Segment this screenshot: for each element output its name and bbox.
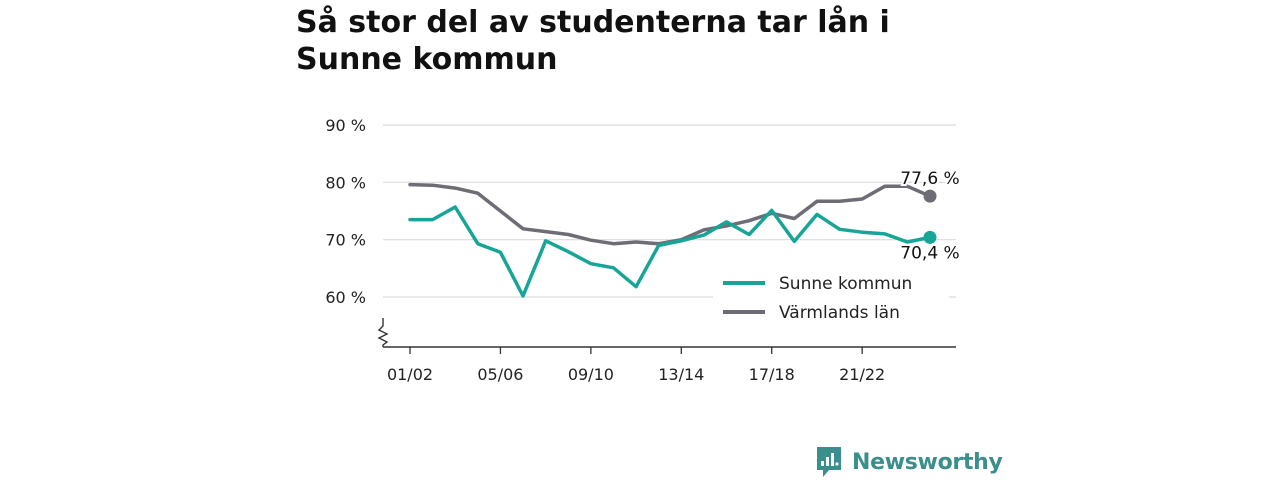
x-axis (377, 318, 956, 348)
legend-label-varmland: Värmlands län (779, 303, 900, 323)
series-lines (408, 182, 937, 298)
x-tick-label: 01/02 (387, 365, 433, 384)
series-line-varmland[interactable] (408, 182, 932, 246)
x-tick-label: 13/14 (658, 365, 704, 384)
end-point-sunne[interactable] (923, 230, 937, 244)
y-tick-label: 60 % (325, 288, 366, 307)
x-tick-label: 09/10 (568, 365, 614, 384)
y-axis-ticks: 90 % 80 % 70 % 60 % (325, 116, 366, 307)
newsworthy-logo[interactable]: Newsworthy (816, 446, 1003, 478)
x-tick-label: 05/06 (477, 365, 523, 384)
legend-background (713, 266, 949, 330)
y-tick-label: 80 % (325, 173, 366, 192)
end-label-varmland: 77,6 % (900, 169, 959, 189)
logo-text: Newsworthy (852, 449, 1003, 475)
series-line-sunne[interactable] (408, 205, 932, 298)
newsworthy-chart-icon (817, 447, 841, 477)
x-axis-ticks: 01/02 05/06 09/10 13/14 17/18 21/22 (387, 347, 885, 384)
end-point-varmland[interactable] (923, 189, 937, 203)
legend-label-sunne: Sunne kommun (779, 274, 912, 294)
x-tick-label: 21/22 (839, 365, 885, 384)
axis-break-icon (377, 318, 389, 347)
y-tick-label: 90 % (325, 116, 366, 135)
y-tick-label: 70 % (325, 231, 366, 250)
chart-title: Så stor del av studenterna tar lån i Sun… (296, 5, 890, 77)
legend: Sunne kommun Värmlands län (713, 266, 949, 330)
end-labels: 70,4 % 77,6 % (898, 167, 961, 265)
x-tick-label: 17/18 (749, 365, 795, 384)
end-label-sunne: 70,4 % (900, 243, 959, 263)
